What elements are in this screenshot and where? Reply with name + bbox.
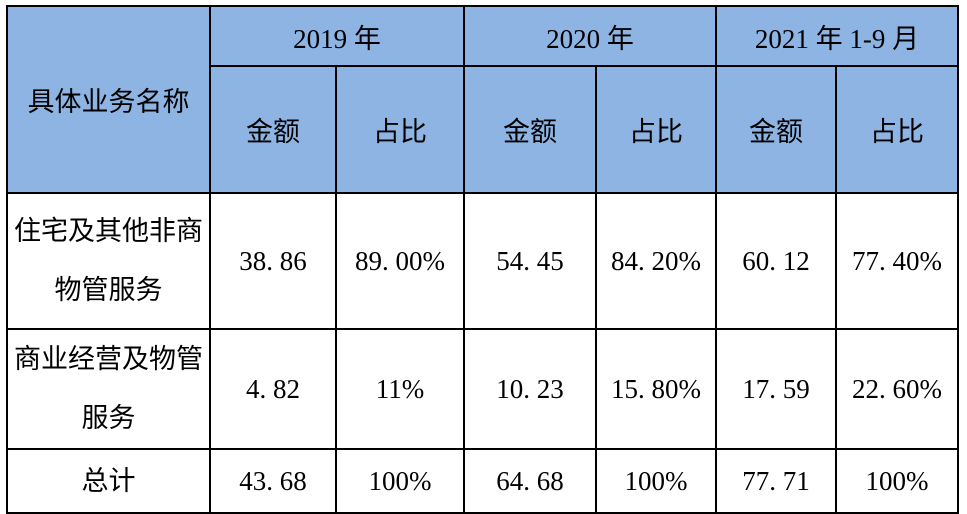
corner-header-cell: 具体业务名称 — [6, 5, 211, 194]
sub-header-amount-2019: 金额 — [209, 65, 337, 194]
header-row-subheaders: 金额 占比 金额 占比 金额 占比 — [7, 65, 959, 194]
cell-2020-share: 15. 80% — [595, 328, 717, 450]
year-header-2019: 2019 年 — [209, 5, 465, 67]
cell-2020-amount: 64. 68 — [463, 448, 597, 514]
sub-header-amount-2020: 金额 — [463, 65, 597, 194]
row-label-commercial: 商业经营及物管服务 — [6, 328, 211, 450]
sub-header-amount-2021: 金额 — [715, 65, 837, 194]
row-label-residential: 住宅及其他非商物管服务 — [6, 192, 211, 330]
year-header-2021: 2021 年 1-9 月 — [715, 5, 959, 67]
cell-2019-amount: 43. 68 — [209, 448, 337, 514]
header-row-years: 具体业务名称 2019 年 2020 年 2021 年 1-9 月 — [6, 5, 959, 194]
business-revenue-table: 具体业务名称 2019 年 2020 年 2021 年 1-9 月 金额 占比 … — [6, 5, 959, 514]
sub-header-share-2021: 占比 — [835, 65, 959, 194]
cell-2020-share: 84. 20% — [595, 192, 717, 330]
cell-2021-amount: 60. 12 — [715, 192, 837, 330]
row-label-total: 总计 — [6, 448, 211, 514]
cell-2021-amount: 77. 71 — [715, 448, 837, 514]
cell-2020-share: 100% — [595, 448, 717, 514]
cell-2019-share: 100% — [335, 448, 465, 514]
cell-2021-share: 77. 40% — [835, 192, 959, 330]
year-header-2020: 2020 年 — [463, 5, 717, 67]
table-row-commercial: 商业经营及物管服务 4. 82 11% 10. 23 15. 80% 17. 5… — [6, 328, 959, 450]
cell-2020-amount: 54. 45 — [463, 192, 597, 330]
cell-2019-amount: 4. 82 — [209, 328, 337, 450]
table-row-residential: 住宅及其他非商物管服务 38. 86 89. 00% 54. 45 84. 20… — [6, 192, 959, 330]
cell-2020-amount: 10. 23 — [463, 328, 597, 450]
cell-2021-share: 100% — [835, 448, 959, 514]
cell-2021-share: 22. 60% — [835, 328, 959, 450]
cell-2019-amount: 38. 86 — [209, 192, 337, 330]
cell-2021-amount: 17. 59 — [715, 328, 837, 450]
table-row-total: 总计 43. 68 100% 64. 68 100% 77. 71 100% — [6, 448, 959, 514]
cell-2019-share: 11% — [335, 328, 465, 450]
sub-header-share-2020: 占比 — [595, 65, 717, 194]
sub-header-share-2019: 占比 — [335, 65, 465, 194]
cell-2019-share: 89. 00% — [335, 192, 465, 330]
